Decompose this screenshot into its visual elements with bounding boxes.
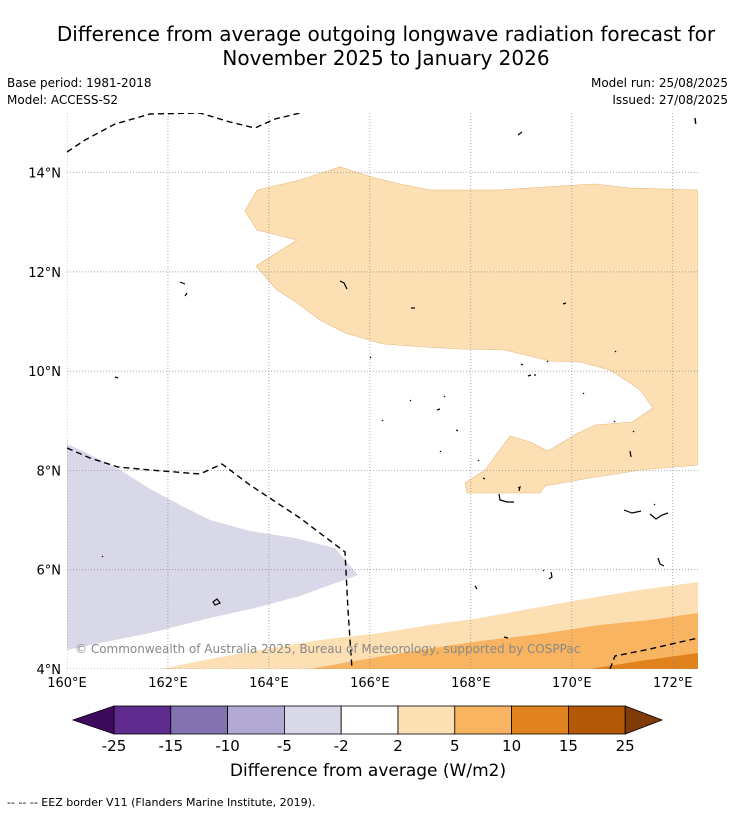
eez-borders (67, 113, 698, 669)
colorbar-tick-label: 5 (450, 737, 460, 755)
colorbar-tick-label: 2 (393, 737, 403, 755)
copyright-notice: © Commonwealth of Australia 2025, Bureau… (75, 642, 580, 656)
colorbar-tick-label: 10 (502, 737, 521, 755)
latitude-label: 8°N (37, 464, 62, 479)
latitude-label: 6°N (37, 564, 62, 579)
colorbar-box (170, 705, 229, 735)
title-line-1: Difference from average outgoing longwav… (56, 22, 716, 46)
colorbar-extend-low (71, 705, 115, 735)
colorbar-box (397, 705, 456, 735)
colorbar-tick-label: 15 (559, 737, 578, 755)
colorbar-boxes (71, 705, 664, 735)
title-line-2: November 2025 to January 2026 (222, 46, 550, 70)
anomaly-region-positive-5-10-south (310, 613, 698, 669)
colorbar-label: Difference from average (W/m2) (229, 761, 507, 781)
colorbar-tick-label: -5 (277, 737, 292, 755)
colorbar-tick-label: -2 (334, 737, 349, 755)
colorbar-box (454, 705, 512, 735)
colorbar-box (283, 705, 342, 735)
colorbar-tick-label: -15 (159, 737, 184, 755)
anomaly-region-positive-10-15-south (590, 653, 698, 669)
longitude-label: 172°E (653, 676, 693, 691)
gridlines (67, 113, 698, 669)
islands (101, 131, 669, 639)
latitude-label: 10°N (28, 365, 61, 380)
longitude-label: 164°E (249, 676, 289, 691)
latitude-labels: 14°N 12°N 10°N 8°N 6°N 4°N (28, 167, 61, 678)
latitude-label: 4°N (37, 663, 62, 678)
colorbar-box (568, 705, 626, 735)
colorbar-extend-high (624, 705, 664, 735)
longitude-label: 160°E (47, 676, 87, 691)
model-name: Model: ACCESS-S2 (7, 93, 119, 107)
base-period: Base period: 1981-2018 (7, 76, 152, 90)
chart-title: Difference from average outgoing longwav… (0, 22, 736, 70)
longitude-labels: 160°E 162°E 164°E 166°E 168°E 170°E 172°E (47, 676, 692, 691)
model-run: Model run: 25/08/2025 (590, 76, 728, 90)
colorbar-tick-label: 25 (616, 737, 635, 755)
colorbar-box (511, 705, 569, 735)
longitude-label: 162°E (148, 676, 188, 691)
map-plot-area (67, 113, 698, 669)
colorbar-tick-label: -10 (215, 737, 240, 755)
longitude-label: 168°E (451, 676, 491, 691)
longitude-label: 166°E (350, 676, 390, 691)
eez-legend: -- -- -- EEZ border V11 (Flanders Marine… (7, 796, 316, 809)
anomaly-region-negative (67, 444, 358, 650)
longitude-label: 170°E (552, 676, 592, 691)
latitude-label: 14°N (28, 167, 61, 182)
issued-date: Issued: 27/08/2025 (612, 93, 728, 107)
colorbar-box (227, 705, 285, 735)
meta-right: Model run: 25/08/2025 Issued: 27/08/2025 (591, 75, 728, 109)
colorbar-ticks: -25 -15 -10 -5 -2 2 5 10 15 25 (102, 737, 635, 755)
anomaly-region-positive-upper (244, 166, 698, 494)
meta-left: Base period: 1981-2018 Model: ACCESS-S2 (7, 75, 152, 109)
latitude-label: 12°N (28, 266, 61, 281)
colorbar-box (113, 705, 172, 735)
colorbar-tick-label: -25 (102, 737, 127, 755)
colorbar-box (340, 705, 399, 735)
